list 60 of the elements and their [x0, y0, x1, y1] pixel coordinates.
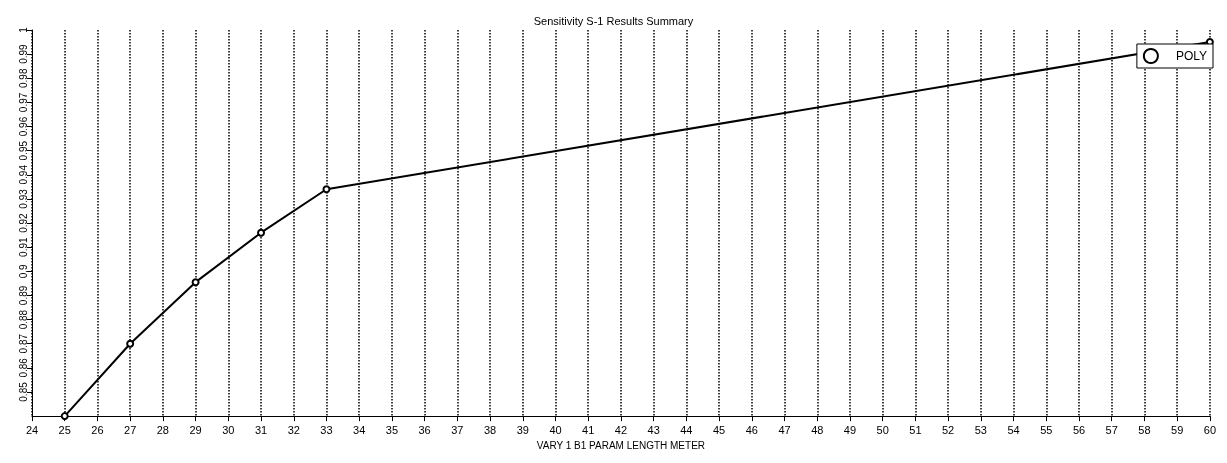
point [322, 185, 331, 194]
point [126, 339, 135, 348]
x-tick-label: 32 [287, 423, 300, 436]
x-tick-label: 39 [516, 423, 529, 436]
x-tick-label: 30 [222, 423, 235, 436]
x-tick-label: 51 [909, 423, 922, 436]
x-tick-label: 59 [1171, 423, 1184, 436]
x-tick-label: 26 [91, 423, 104, 436]
y-tick-label: 0.87 [17, 333, 29, 354]
y-tick-label: 1 [17, 26, 29, 33]
x-tick-label: 43 [647, 423, 660, 436]
legend-label: POLY [1175, 49, 1207, 63]
y-tick-label: 0.88 [17, 309, 29, 330]
x-tick-label: 52 [942, 423, 955, 436]
y-tick-label: 0.91 [17, 237, 29, 257]
x-axis-title: VARY 1 B1 PARAM LENGTH METER [536, 439, 706, 451]
x-tick-label: 38 [483, 423, 497, 436]
x-tick-label: 25 [58, 423, 71, 436]
x-tick-label: 57 [1105, 423, 1118, 436]
x-tick-label: 54 [1007, 423, 1020, 436]
y-tick-label: 0.95 [17, 140, 29, 161]
point [257, 228, 266, 237]
x-tick-label: 44 [680, 423, 693, 436]
x-tick-label: 36 [418, 423, 431, 436]
y-tick-label: 0.98 [17, 68, 29, 88]
x-tick-label: 27 [124, 423, 137, 436]
y-tick-label: 0.86 [17, 357, 29, 378]
y-tick-label: 0.92 [17, 212, 29, 233]
x-tick-label: 31 [254, 423, 268, 436]
y-tick-label: 0.99 [17, 43, 29, 64]
x-tick-label: 47 [778, 423, 791, 436]
y-tick-label: 0.97 [17, 92, 29, 113]
x-tick-label: 49 [843, 423, 857, 436]
x-tick-label: 28 [156, 423, 169, 436]
x-tick-label: 29 [189, 423, 202, 436]
x-tick-label: 50 [876, 423, 889, 436]
x-tick-label: 56 [1072, 423, 1086, 436]
y-tick-label: 0.89 [17, 285, 29, 306]
y-tick-label: 0.94 [17, 164, 29, 185]
x-tick-label: 45 [712, 423, 726, 436]
y-tick-label: 0.96 [17, 116, 29, 137]
chart-title: Sensitivity S-1 Results Summary [533, 14, 694, 27]
x-tick-label: 46 [745, 423, 758, 436]
x-tick-label: 34 [353, 423, 366, 436]
x-tick-label: 35 [385, 423, 399, 436]
x-tick-label: 53 [974, 423, 987, 436]
y-tick-label: 0.85 [17, 381, 29, 402]
x-tick-label: 42 [614, 423, 628, 436]
x-tick-label: 48 [811, 423, 824, 436]
y-tick-label: 0.9 [17, 263, 29, 279]
x-tick-label: 60 [1203, 423, 1217, 436]
y-tick-label: 0.93 [17, 188, 29, 209]
x-tick-label: 58 [1138, 423, 1151, 436]
x-tick-label: 41 [582, 423, 595, 436]
point [191, 278, 200, 287]
x-tick-label: 40 [549, 423, 562, 436]
x-tick-label: 33 [320, 423, 333, 436]
x-tick-label: 24 [25, 423, 39, 436]
x-tick-label: 55 [1040, 423, 1053, 436]
x-tick-label: 37 [451, 423, 464, 436]
